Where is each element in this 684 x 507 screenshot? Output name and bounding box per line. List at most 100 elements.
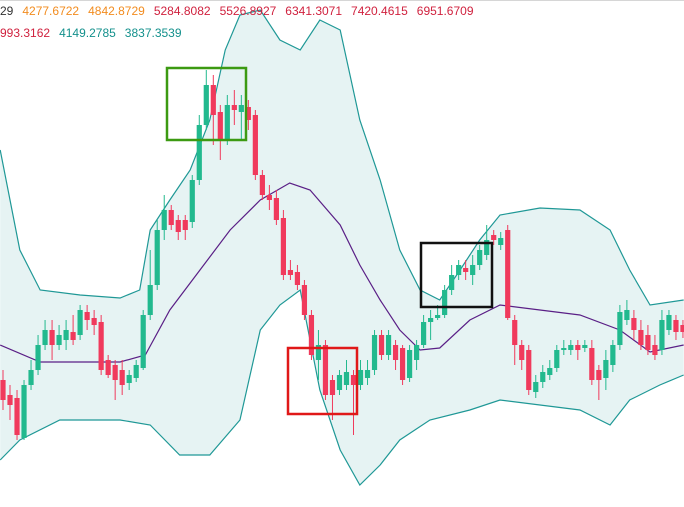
candle-body <box>596 370 602 380</box>
candle-body <box>14 398 20 435</box>
candle-body <box>315 345 322 360</box>
candle-body <box>364 370 371 378</box>
candle-body <box>624 310 630 320</box>
candle-body <box>21 385 27 438</box>
indicator-values-row: 29 4277.6722 4842.8729 5284.8082 5526.8927 63… <box>0 4 474 18</box>
indicator-value: 7420.4615 <box>351 4 408 18</box>
candle-body <box>526 350 532 390</box>
candle-body <box>336 375 343 390</box>
candle-body <box>554 350 560 368</box>
candle-body <box>42 330 48 345</box>
candle-body <box>287 270 294 275</box>
candle-body <box>638 330 644 345</box>
candle-body <box>357 370 364 385</box>
candle-body <box>231 105 237 110</box>
candle-body <box>7 395 13 405</box>
candle-body <box>301 285 308 315</box>
candle-body <box>371 335 378 370</box>
indicator-value: 6951.6709 <box>416 4 474 18</box>
candle-body <box>378 335 385 355</box>
candle-body <box>385 335 392 355</box>
indicator-value: 6341.3071 <box>285 4 343 18</box>
candle-body <box>0 380 6 400</box>
candle-body <box>568 345 574 350</box>
candle-body <box>56 335 62 345</box>
candle-body <box>154 230 160 285</box>
indicator-value: 3837.3539 <box>124 26 182 40</box>
candle-body <box>350 375 357 385</box>
candle-body <box>547 368 553 375</box>
candle-body <box>413 345 420 360</box>
highlight-box <box>286 346 359 416</box>
candle-body <box>491 235 497 240</box>
candles <box>0 70 684 440</box>
highlight-box <box>165 66 248 142</box>
candle-body <box>224 105 230 140</box>
candle-body <box>477 250 483 265</box>
candle-body <box>203 85 209 125</box>
candle-body <box>245 107 251 120</box>
candle-body <box>35 345 41 370</box>
candle-body <box>98 322 104 370</box>
candle-body <box>147 285 153 315</box>
candle-body <box>645 335 651 350</box>
candle-body <box>463 268 469 272</box>
candle-body <box>140 315 146 368</box>
candle-body <box>273 198 279 220</box>
candle-body <box>680 325 684 332</box>
candle-body <box>189 180 195 222</box>
candle-body <box>498 238 504 245</box>
candle-body <box>392 345 399 360</box>
candle-body <box>561 348 567 350</box>
candle-body <box>182 220 188 230</box>
candle-body <box>659 320 665 350</box>
candle-body <box>196 125 202 180</box>
candle-body <box>77 310 83 335</box>
candle-body <box>308 315 315 355</box>
band-line <box>0 288 684 486</box>
candle-body <box>673 320 679 332</box>
candle-body <box>168 210 174 225</box>
candle-body <box>449 275 455 290</box>
candle-body <box>112 365 118 380</box>
candle-body <box>652 345 658 355</box>
indicator-values-row: 993.3162 4149.2785 3837.3539 <box>0 26 182 40</box>
candle-body <box>133 365 139 378</box>
candle-body <box>456 265 462 275</box>
candle-body <box>582 345 588 348</box>
candle-body <box>589 348 595 380</box>
candle-body <box>399 348 406 380</box>
candle-body <box>322 345 329 395</box>
candle-body <box>435 315 441 318</box>
candle-body <box>280 218 286 275</box>
candle-body <box>329 380 336 395</box>
candle-body <box>406 350 413 378</box>
candle-body <box>505 230 511 318</box>
candle-body <box>428 318 434 322</box>
candle-body <box>617 312 623 345</box>
highlight-box <box>419 241 494 309</box>
candle-body <box>610 345 616 365</box>
candle-body <box>575 345 581 350</box>
candle-body <box>126 375 132 383</box>
indicator-value: 5284.8082 <box>153 4 211 18</box>
candle-body <box>266 195 272 200</box>
candle-body <box>105 360 111 375</box>
candle-body <box>519 345 525 360</box>
candle-body <box>294 272 301 285</box>
candle-body <box>238 105 244 112</box>
candle-body <box>161 210 167 230</box>
indicator-value: 29 <box>0 4 14 18</box>
candle-body <box>540 372 546 382</box>
candle-body <box>84 312 90 320</box>
candle-body <box>49 330 55 345</box>
indicator-value: 4149.2785 <box>59 26 116 40</box>
indicator-value: 5526.8927 <box>219 4 277 18</box>
candle-body <box>259 175 265 195</box>
band-line <box>0 9 684 306</box>
candle-body <box>631 318 637 330</box>
candle-body <box>63 330 69 340</box>
candle-body <box>210 85 216 115</box>
band-area <box>0 10 684 485</box>
